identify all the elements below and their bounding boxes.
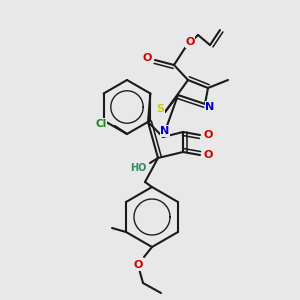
Text: N: N — [160, 126, 169, 136]
Text: HO: HO — [130, 163, 146, 173]
Text: N: N — [206, 102, 214, 112]
Text: Cl: Cl — [95, 119, 106, 129]
Text: O: O — [203, 150, 213, 160]
Text: S: S — [156, 104, 164, 114]
Text: O: O — [203, 130, 213, 140]
Text: O: O — [142, 53, 152, 63]
Text: O: O — [185, 37, 195, 47]
Text: O: O — [133, 260, 143, 270]
